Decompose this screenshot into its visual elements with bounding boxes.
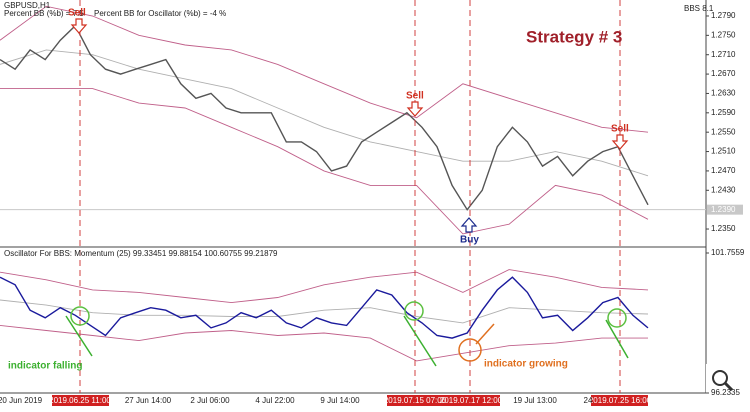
y-tick-label: 1.2630 — [711, 89, 736, 98]
y-tick-label: 1.2710 — [711, 50, 736, 59]
signal-lines — [79, 0, 621, 393]
strategy-title: Strategy # 3 — [526, 27, 622, 46]
current-price-box — [707, 204, 743, 215]
signal-date: 2019.06.25 11:00 — [49, 396, 111, 405]
series-line — [0, 276, 649, 339]
arrow — [605, 319, 629, 359]
series-line — [0, 49, 649, 177]
y-tick-label: 1.2550 — [711, 127, 736, 136]
date-box — [387, 395, 444, 406]
signal-label: Sell — [68, 8, 86, 19]
buy-arrow — [460, 217, 478, 233]
y-tick-label: 101.7559 — [711, 248, 745, 257]
x-tick-label: 19 Jul 13:00 — [513, 396, 557, 405]
series-line — [0, 24, 649, 211]
x-tick-label: 20 Jun 2019 — [0, 396, 43, 405]
arrow — [403, 315, 437, 367]
x-tick-label: 2 Jul 06:00 — [190, 396, 230, 405]
signal-date: 2019.07.15 07:00 — [384, 396, 447, 405]
symbol: GBPUSD,H1 — [4, 1, 51, 10]
note: indicator falling — [8, 361, 82, 372]
sell-arrow — [611, 134, 629, 150]
signal-date: 2019.07.17 12:00 — [440, 396, 503, 405]
indicator-name: BBS 8.1 — [684, 4, 714, 13]
y-tick-label: 1.2510 — [711, 147, 736, 156]
current-price-label: 1.2390 — [711, 205, 736, 214]
sell-arrows — [70, 18, 629, 150]
y-tick-label: 1.2470 — [711, 166, 736, 175]
signal-label: Buy — [460, 235, 479, 246]
date-box — [443, 395, 500, 406]
date-boxes — [52, 395, 648, 406]
x-tick-label: 4 Jul 22:00 — [255, 396, 295, 405]
x-tick-label: 27 Jun 14:00 — [125, 396, 172, 405]
zoom-handle — [723, 381, 734, 392]
series-line — [0, 324, 648, 362]
arrow — [65, 315, 93, 357]
signal-label: Sell — [406, 91, 424, 102]
x-tick-label: 24 — [584, 396, 593, 405]
date-box — [52, 395, 109, 406]
signal-date: 2019.07.25 16:00 — [589, 396, 652, 405]
zoom-lens — [712, 370, 728, 386]
zoom-icon[interactable] — [706, 364, 750, 407]
series-line — [0, 5, 649, 133]
series-line — [0, 269, 649, 304]
y-tick-label: 1.2590 — [711, 108, 736, 117]
circle — [458, 338, 482, 362]
y-tick-label: 96.2335 — [711, 388, 740, 397]
x-tick-label: 9 Jul 14:00 — [320, 396, 360, 405]
y-tick-label: 1.2430 — [711, 185, 736, 194]
signal-label: Sell — [611, 124, 629, 135]
note: indicator growing — [484, 359, 568, 370]
series-line — [0, 88, 649, 235]
osc-annotations — [65, 301, 629, 367]
y-tick-label: 1.2670 — [711, 69, 736, 78]
y-tick-label: 1.2750 — [711, 30, 736, 39]
percent-bb: Percent BB (%b) = 7.5 — [4, 9, 84, 18]
series-line — [0, 299, 649, 324]
y-tick-label: 1.2790 — [711, 11, 736, 20]
sell-arrow — [70, 18, 88, 34]
percent-bb-osc: Percent BB for Oscillator (%b) = -4 % — [94, 9, 226, 18]
date-box — [591, 395, 648, 406]
y-tick-label: 1.2350 — [711, 224, 736, 233]
circle — [404, 301, 424, 321]
osc-title: Oscillator For BBS: Momentum (25) 99.334… — [4, 249, 278, 258]
circle — [70, 306, 90, 326]
sell-arrow — [406, 101, 424, 117]
arrow — [475, 323, 495, 345]
circle — [607, 308, 627, 328]
